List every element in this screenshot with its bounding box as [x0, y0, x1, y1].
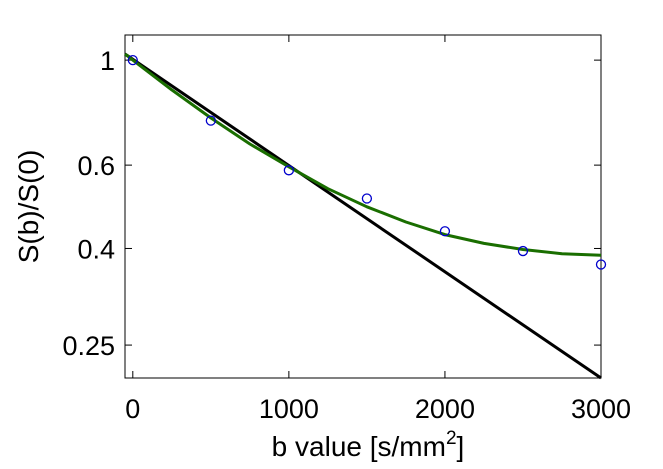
- data-point-marker: [127, 54, 138, 66]
- x-axis-label-suffix: ]: [457, 431, 465, 462]
- x-tick-label: 1000: [259, 394, 319, 424]
- y-tick-label: 1: [100, 46, 115, 76]
- data-point-marker: [517, 245, 529, 257]
- kurtosis-fit-curve: [124, 52, 602, 257]
- y-tick-label: 0.25: [62, 331, 115, 361]
- x-tick-label: 3000: [571, 394, 631, 424]
- y-tick-label: 0.6: [77, 151, 115, 181]
- data-point-marker: [595, 259, 607, 270]
- data-point-marker: [205, 115, 216, 126]
- x-tick-label: 0: [125, 394, 140, 424]
- data-point-marker: [283, 165, 295, 176]
- y-tick-label: 0.4: [77, 234, 115, 264]
- y-axis-label: S(b)/S(0): [13, 150, 44, 264]
- monoexponential-fit-line: [124, 52, 602, 380]
- x-axis-label: b value [s/mm2]: [272, 428, 465, 462]
- x-axis-label-superscript: 2: [446, 428, 457, 449]
- data-point-marker: [361, 193, 373, 204]
- plot-frame: [124, 34, 602, 379]
- x-tick-label: 2000: [415, 394, 475, 424]
- data-point-marker: [439, 226, 451, 237]
- x-axis-label-main: b value [s/mm: [272, 431, 446, 462]
